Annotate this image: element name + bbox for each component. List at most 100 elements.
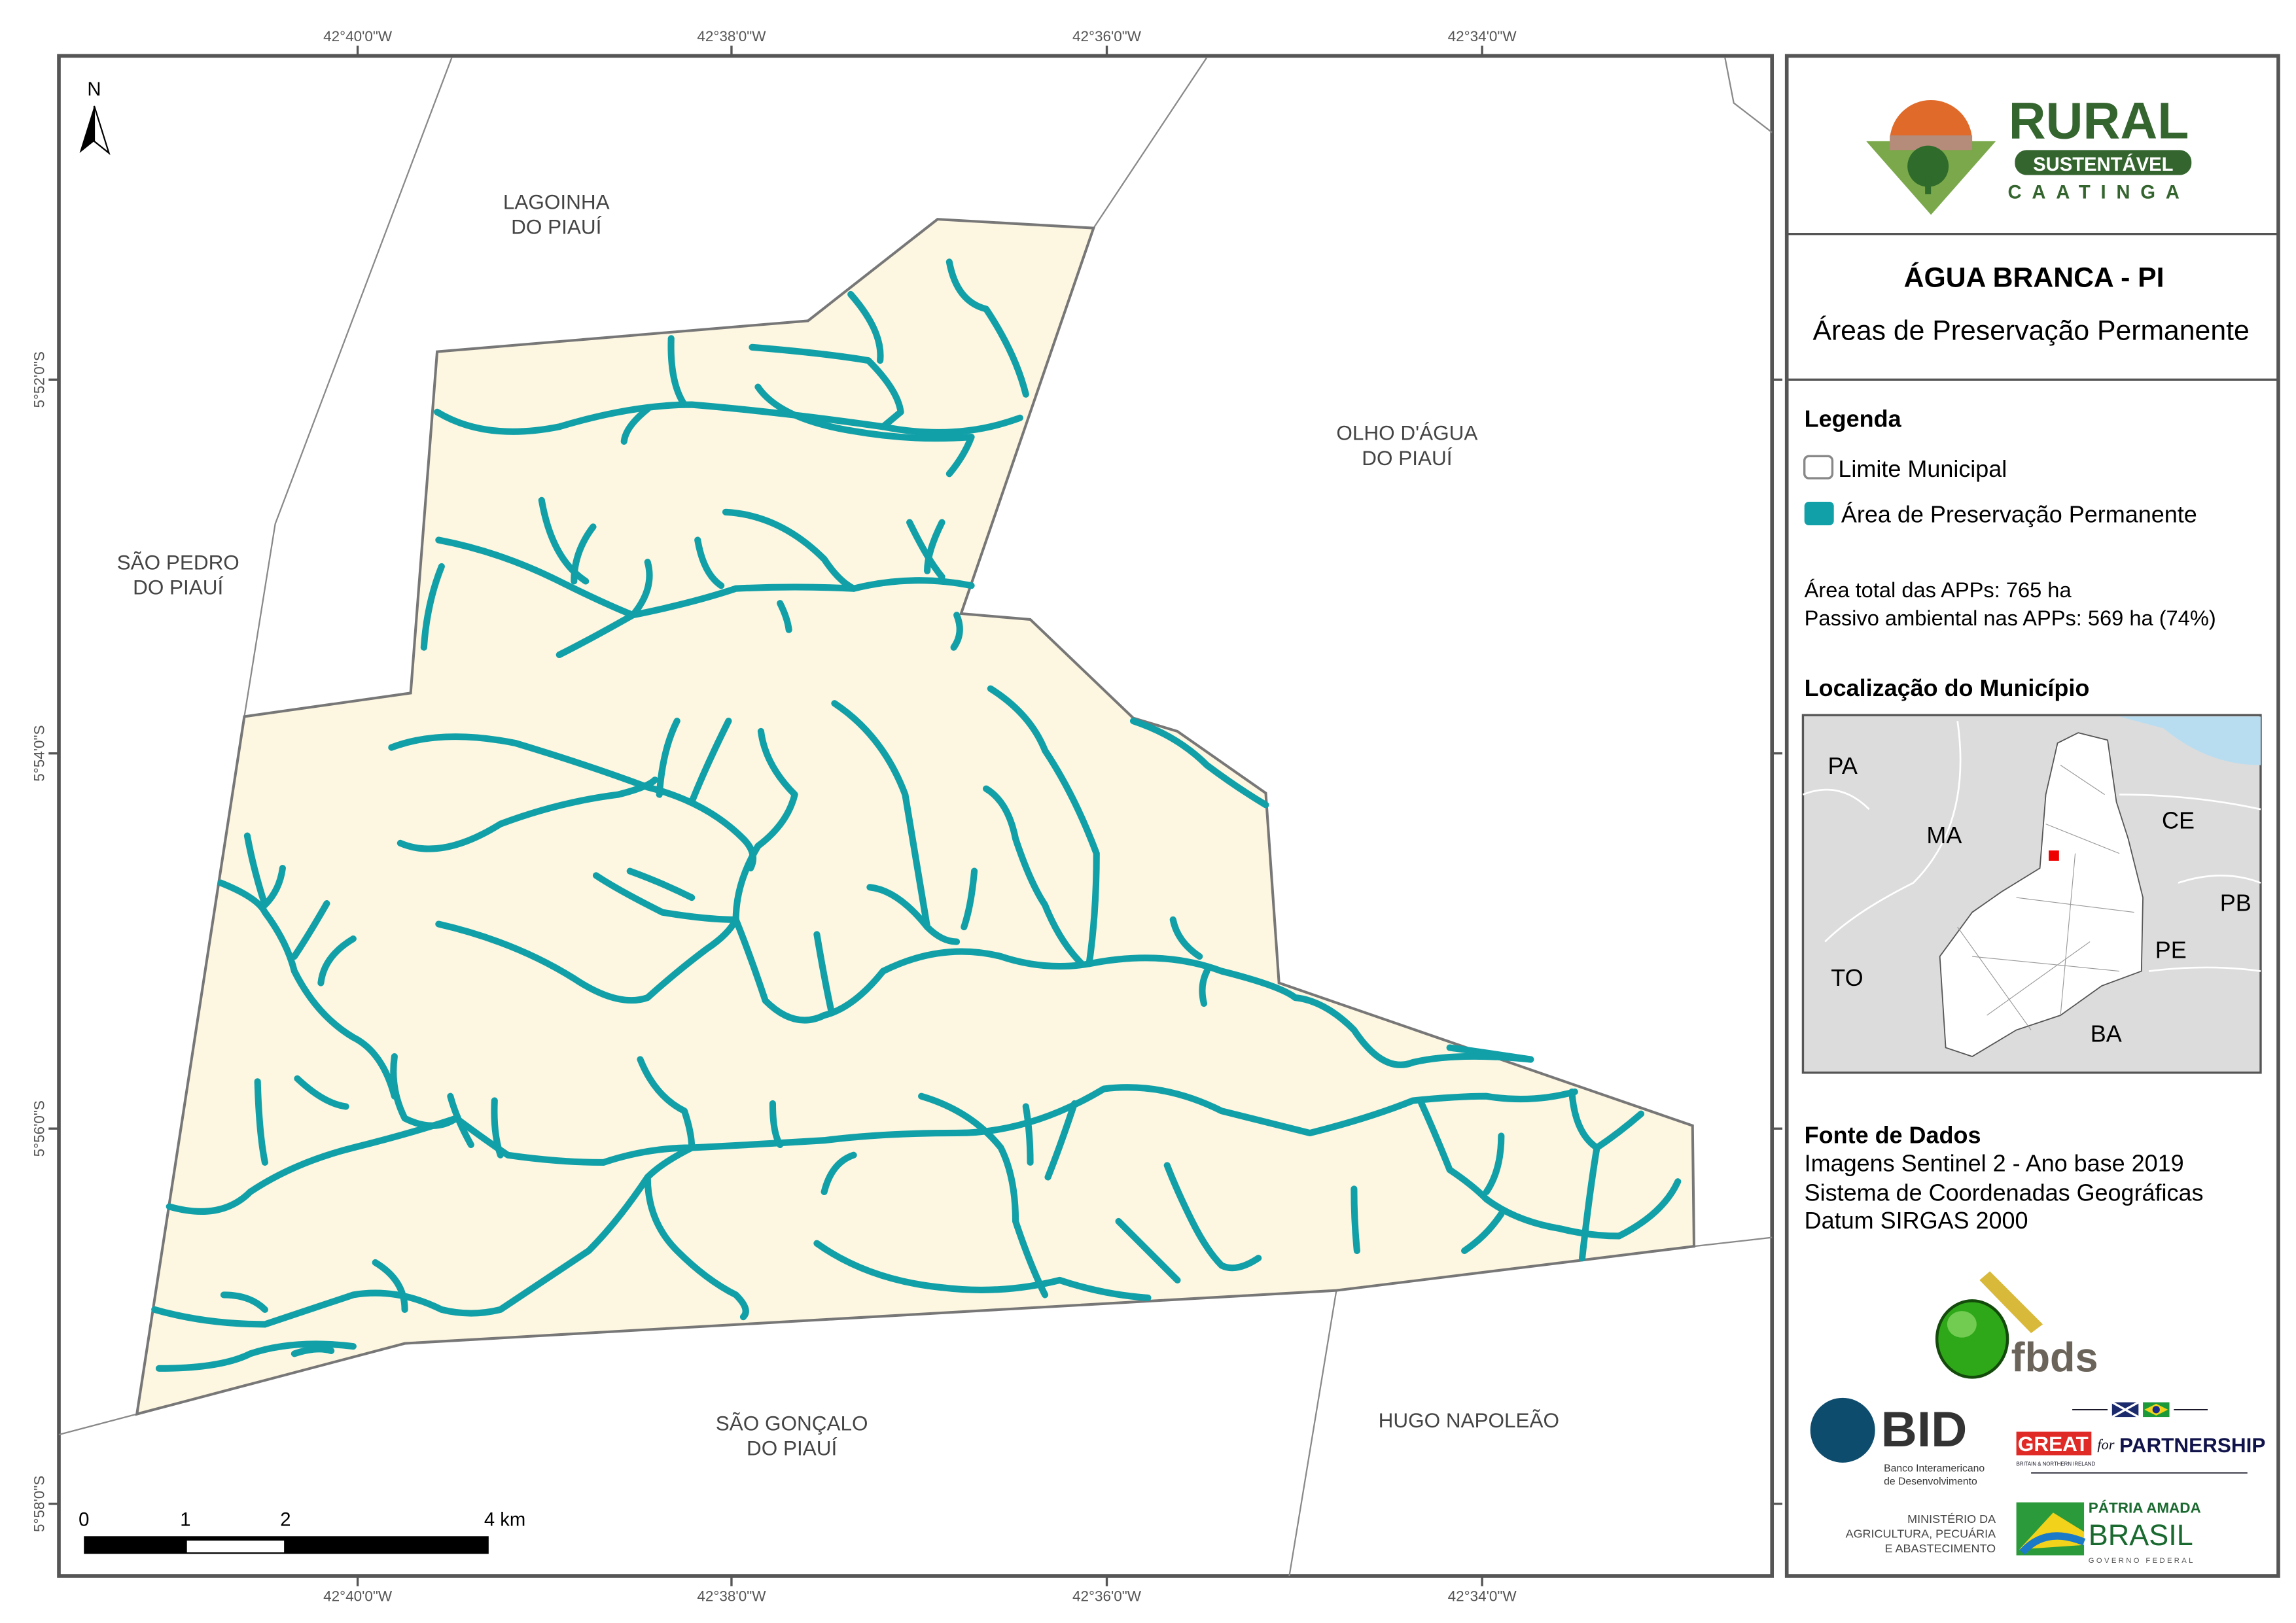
app-stream[interactable] <box>243 832 268 909</box>
app-stream[interactable] <box>166 1084 1578 1215</box>
map-shape <box>186 1541 285 1553</box>
app-stream[interactable] <box>291 900 330 960</box>
map-text: fbds <box>2011 1335 2098 1380</box>
app-stream[interactable] <box>1616 1178 1682 1240</box>
app-stream[interactable] <box>1169 916 1203 960</box>
app-stream[interactable] <box>694 536 725 589</box>
app-stream[interactable] <box>435 536 975 619</box>
app-stream[interactable] <box>1461 1210 1505 1254</box>
map-text: PARTNERSHIP <box>2119 1433 2265 1457</box>
map-text: RURAL <box>2009 92 2189 149</box>
app-stream[interactable] <box>749 343 904 430</box>
app-stream[interactable] <box>777 600 792 633</box>
app-stream[interactable] <box>294 1075 349 1110</box>
app-stream[interactable] <box>447 1092 474 1149</box>
app-stream[interactable] <box>722 508 857 592</box>
app-stream[interactable] <box>769 1100 784 1149</box>
app-stream[interactable] <box>924 519 945 574</box>
app-stream[interactable] <box>571 523 597 585</box>
app-stream[interactable] <box>626 867 696 901</box>
app-stream[interactable] <box>1199 968 1210 1007</box>
app-stream[interactable] <box>261 865 286 909</box>
app-stream[interactable] <box>945 258 1029 398</box>
app-stream[interactable] <box>291 1346 335 1357</box>
app-stream[interactable] <box>847 290 884 364</box>
app-stream[interactable] <box>1351 1185 1360 1254</box>
map-text: 0 <box>79 1510 89 1531</box>
app-stream[interactable] <box>372 1259 408 1313</box>
app-stream[interactable] <box>1044 1100 1078 1181</box>
app-stream[interactable] <box>1129 718 1269 809</box>
fbds-logo: fbds <box>1935 1271 2098 1380</box>
app-stream[interactable] <box>667 335 688 408</box>
app-stream[interactable] <box>538 497 590 585</box>
app-stream[interactable] <box>254 1078 268 1166</box>
app-stream[interactable] <box>1578 1144 1600 1262</box>
app-stream[interactable] <box>688 718 732 805</box>
map-shape <box>84 1536 489 1554</box>
map-text: SUSTENTÁVEL <box>2033 153 2173 175</box>
map-text: 5°52'0"S <box>31 351 48 408</box>
map-text: CAATINGA <box>2008 183 2190 203</box>
map-text: 42°34'0"W <box>1448 1588 1517 1604</box>
map-shape <box>93 105 111 156</box>
app-stream[interactable] <box>950 612 963 651</box>
map-shape <box>1890 135 1973 150</box>
app-stream[interactable] <box>390 1053 460 1129</box>
app-stream[interactable] <box>1022 1103 1034 1166</box>
legend-item-boundary: Limite Municipal <box>1838 455 2007 482</box>
map-shape <box>2111 1401 2140 1418</box>
app-stream[interactable] <box>813 931 835 1016</box>
app-stream[interactable] <box>656 718 680 798</box>
app-stream[interactable] <box>831 700 961 945</box>
app-rivers[interactable] <box>151 258 1682 1372</box>
map-text: CE <box>2162 807 2195 833</box>
app-stream[interactable] <box>644 1174 749 1321</box>
map-shape <box>2016 1431 2092 1456</box>
app-stream[interactable] <box>637 1056 696 1151</box>
app-stream[interactable] <box>491 1097 504 1159</box>
map-text: 42°38'0"W <box>697 28 766 44</box>
map-text: BRASIL <box>2089 1518 2193 1552</box>
app-stream[interactable] <box>434 401 1023 436</box>
app-stream[interactable] <box>866 884 931 931</box>
app-stream[interactable] <box>397 777 659 852</box>
app-stream[interactable] <box>155 1340 357 1372</box>
municipality-location-marker <box>2049 850 2059 861</box>
inset-location-map: PA MA CE PB PE TO BA <box>1801 714 2262 1074</box>
label-sao-pedro: SÃO PEDRO DO PIAUÍ <box>117 550 239 599</box>
app-stream[interactable] <box>983 785 1086 968</box>
app-stream[interactable] <box>987 685 1100 968</box>
app-stream[interactable] <box>813 1240 1152 1301</box>
map-text: E ABASTECIMENTO <box>1885 1542 1996 1555</box>
app-stream[interactable] <box>217 879 398 1100</box>
app-stream[interactable] <box>961 867 978 931</box>
map-shape <box>1979 1271 2043 1333</box>
legend-item-app: Área de Preservação Permanente <box>1841 501 2197 528</box>
map-text: DO PIAUÍ <box>511 215 601 239</box>
app-stream[interactable] <box>754 383 975 478</box>
app-stream[interactable] <box>1163 1162 1262 1272</box>
map-shape <box>2015 150 2192 175</box>
app-stream[interactable] <box>918 1092 1049 1299</box>
app-stream[interactable] <box>220 1291 268 1313</box>
app-stream[interactable] <box>1115 1217 1181 1283</box>
app-stream[interactable] <box>1417 1097 1623 1240</box>
app-stream[interactable] <box>388 733 756 872</box>
ministry-logo: MINISTÉRIO DA AGRICULTURA, PECUÁRIA E AB… <box>1846 1512 1996 1555</box>
map-text: 42°40'0"W <box>323 1588 393 1604</box>
app-stream[interactable] <box>317 935 357 986</box>
app-stream[interactable] <box>556 559 653 659</box>
app-stream[interactable] <box>1483 1132 1505 1196</box>
map-shape <box>1947 1311 1977 1338</box>
app-stream[interactable] <box>620 406 651 445</box>
app-stream[interactable] <box>821 1151 857 1196</box>
app-stream[interactable] <box>420 563 445 651</box>
app-stream[interactable] <box>592 727 798 923</box>
map-shape <box>1925 176 1932 194</box>
app-stream[interactable] <box>1446 1044 1534 1063</box>
app-stream[interactable] <box>151 1144 696 1328</box>
app-stream[interactable] <box>435 916 739 1004</box>
municipality-boundary[interactable] <box>135 218 1696 1416</box>
map-text: 5°58'0"S <box>31 1476 48 1532</box>
